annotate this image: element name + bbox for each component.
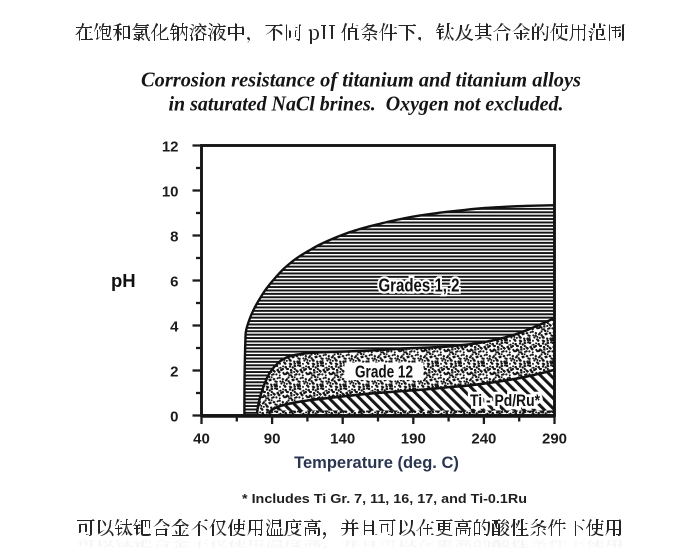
- svg-text:Grades 1, 2: Grades 1, 2: [379, 276, 460, 296]
- svg-text:8: 8: [170, 228, 178, 245]
- svg-text:Temperature (deg. C): Temperature (deg. C): [294, 454, 459, 472]
- svg-text:10: 10: [162, 183, 179, 200]
- svg-text:140: 140: [330, 431, 355, 448]
- svg-text:90: 90: [264, 431, 281, 448]
- svg-text:190: 190: [401, 431, 426, 448]
- svg-text:4: 4: [170, 318, 179, 335]
- svg-text:6: 6: [170, 273, 178, 290]
- svg-text:Ti - Pd/Ru*: Ti - Pd/Ru*: [470, 391, 540, 410]
- svg-text:pH: pH: [111, 270, 136, 291]
- svg-text:2: 2: [170, 363, 178, 380]
- svg-text:12: 12: [162, 138, 179, 155]
- svg-text:in saturated NaCl brines. Oxy: in saturated NaCl brines. Oxygen not exc…: [169, 93, 564, 115]
- svg-text:Grade 12: Grade 12: [355, 362, 413, 382]
- svg-text:290: 290: [542, 431, 567, 448]
- svg-text:Corrosion resistance of titani: Corrosion resistance of titanium and tit…: [141, 69, 581, 91]
- svg-text:0: 0: [170, 408, 178, 425]
- svg-text:40: 40: [193, 431, 210, 448]
- svg-text:240: 240: [471, 431, 496, 448]
- svg-text:* Includes Ti Gr. 7, 11, 16, 1: * Includes Ti Gr. 7, 11, 16, 17, and Ti-…: [242, 491, 527, 506]
